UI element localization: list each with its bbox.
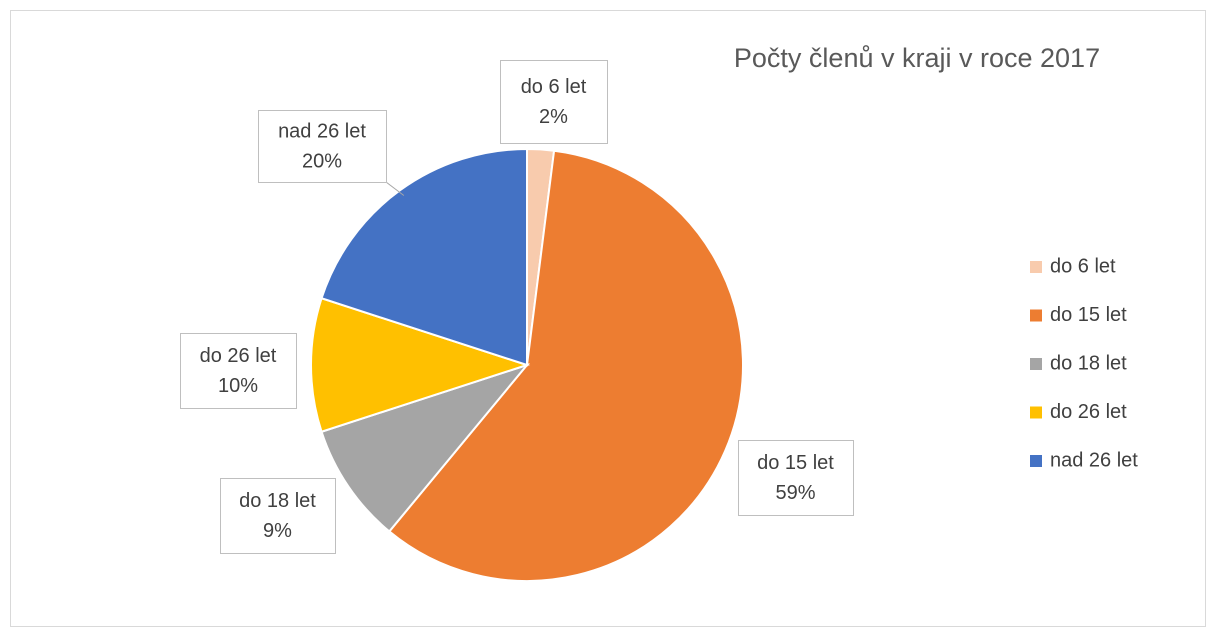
label-box: [738, 440, 854, 516]
data-label-category: do 6 let: [521, 76, 587, 98]
data-label-value: 9%: [263, 520, 292, 542]
chart-title: Počty členů v kraji v roce 2017: [734, 43, 1100, 73]
data-label-value: 2%: [539, 106, 568, 128]
legend-swatch: [1030, 261, 1042, 273]
pie-slice: [320, 147, 528, 367]
label-box: [180, 333, 297, 409]
legend-label: nad 26 let: [1050, 449, 1138, 471]
pie-slice: [387, 149, 744, 582]
data-label-value: 59%: [775, 482, 815, 504]
label-box: [500, 60, 608, 144]
label-box: [258, 110, 387, 183]
legend-label: do 6 let: [1050, 255, 1116, 277]
legend-swatch: [1030, 406, 1042, 419]
pie-slice: [310, 296, 531, 434]
legend-swatch: [1030, 358, 1042, 370]
legend-swatch: [1030, 455, 1042, 467]
legend-swatch: [1030, 309, 1042, 322]
data-label-category: do 15 let: [757, 452, 834, 474]
pie-slice: [320, 362, 530, 533]
legend-label: do 18 let: [1050, 352, 1127, 374]
leader-line: [385, 181, 405, 196]
data-label-value: 20%: [302, 150, 342, 172]
data-label-category: do 18 let: [239, 490, 316, 512]
data-label-category: nad 26 let: [278, 120, 366, 142]
legend-label: do 15 let: [1050, 304, 1127, 326]
legend-label: do 26 let: [1050, 401, 1127, 423]
data-label-value: 10%: [218, 375, 258, 397]
label-box: [220, 478, 336, 554]
data-label-category: do 26 let: [200, 345, 277, 367]
